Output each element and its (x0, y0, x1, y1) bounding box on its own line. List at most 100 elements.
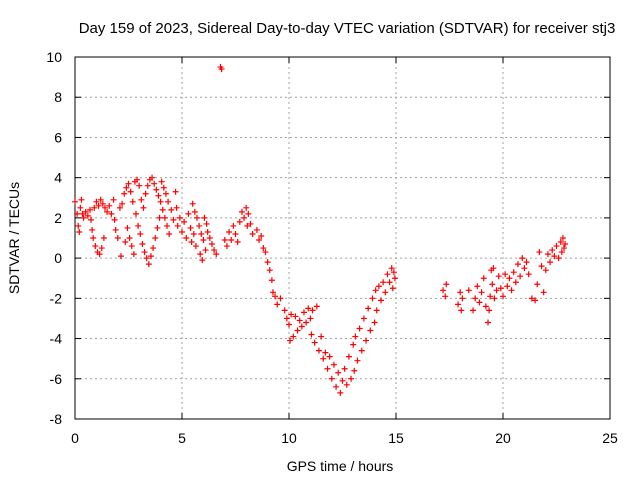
y-axis-label: SDTVAR / TECUs (6, 182, 22, 294)
data-point (547, 259, 554, 266)
data-point (170, 216, 177, 223)
data-point (168, 206, 175, 213)
data-point (288, 311, 295, 318)
data-point (82, 208, 89, 215)
y-tick-label: -2 (50, 290, 63, 306)
data-point (198, 230, 205, 237)
data-point (84, 212, 91, 219)
data-point (360, 315, 367, 322)
data-point (474, 283, 481, 290)
data-point (151, 180, 158, 187)
data-point (517, 273, 524, 280)
data-point (315, 347, 322, 354)
y-tick-label: -6 (50, 371, 63, 387)
data-point (330, 361, 337, 368)
data-point (72, 198, 78, 205)
data-point (320, 355, 327, 362)
data-point (478, 289, 485, 296)
data-point (375, 283, 382, 290)
data-point (116, 204, 123, 211)
data-point (79, 210, 86, 217)
data-point (150, 245, 157, 252)
data-point (367, 327, 374, 334)
data-point (106, 202, 113, 209)
data-point (230, 222, 237, 229)
data-point (457, 289, 464, 296)
data-point (343, 381, 350, 388)
data-point (228, 237, 235, 244)
data-point (497, 285, 504, 292)
data-point (253, 226, 260, 233)
data-point (98, 245, 105, 252)
x-tick-label: 20 (495, 430, 511, 446)
data-point (241, 214, 248, 221)
data-point (354, 357, 361, 364)
data-point (132, 210, 139, 217)
y-tick-label: 6 (54, 129, 62, 145)
data-point (188, 239, 195, 246)
data-point (491, 295, 498, 302)
data-point (97, 196, 104, 203)
data-point (96, 251, 103, 258)
data-point (443, 281, 450, 288)
data-point (348, 375, 355, 382)
data-point (287, 337, 294, 344)
data-point (166, 230, 173, 237)
data-point (155, 192, 162, 199)
data-point (74, 210, 81, 217)
y-tick-label: -4 (50, 331, 63, 347)
data-point (485, 319, 492, 326)
data-point (290, 333, 297, 340)
data-point (356, 325, 363, 332)
data-point (388, 265, 395, 272)
data-point (532, 297, 539, 304)
data-point (160, 184, 167, 191)
data-point (525, 271, 532, 278)
data-point (502, 271, 509, 278)
data-point (372, 287, 379, 294)
data-point (153, 186, 160, 193)
data-point (318, 333, 325, 340)
data-point (371, 319, 378, 326)
data-point (442, 293, 449, 300)
data-point (189, 200, 196, 207)
data-point (269, 289, 276, 296)
data-point (90, 235, 97, 241)
data-point (549, 247, 556, 254)
y-tick-label: 10 (46, 49, 62, 65)
data-point (486, 307, 493, 314)
data-point (555, 255, 562, 262)
data-point (238, 208, 245, 215)
data-point (459, 295, 466, 302)
data-point (283, 315, 290, 322)
data-point (183, 235, 190, 241)
data-point (192, 243, 199, 250)
data-point (373, 307, 380, 314)
data-point (123, 184, 130, 191)
data-point (199, 257, 206, 264)
data-point (256, 237, 263, 244)
data-point (294, 327, 301, 334)
data-point (544, 251, 551, 258)
data-point (126, 235, 133, 241)
data-point (211, 247, 218, 254)
data-point (260, 245, 267, 252)
data-point (508, 287, 515, 294)
y-tick-label: 8 (54, 89, 62, 105)
data-point (538, 263, 545, 270)
data-point (333, 383, 340, 390)
data-point (119, 200, 126, 207)
data-point (157, 198, 164, 205)
data-point (382, 289, 389, 296)
data-point (130, 251, 137, 258)
data-point (135, 222, 142, 229)
data-point (493, 287, 500, 294)
data-point (245, 210, 252, 217)
x-axis-label: GPS time / hours (287, 458, 394, 474)
data-point (203, 220, 210, 227)
x-tick-label: 25 (602, 430, 618, 446)
data-point (268, 277, 275, 284)
data-point (390, 269, 397, 276)
data-point (307, 315, 314, 322)
